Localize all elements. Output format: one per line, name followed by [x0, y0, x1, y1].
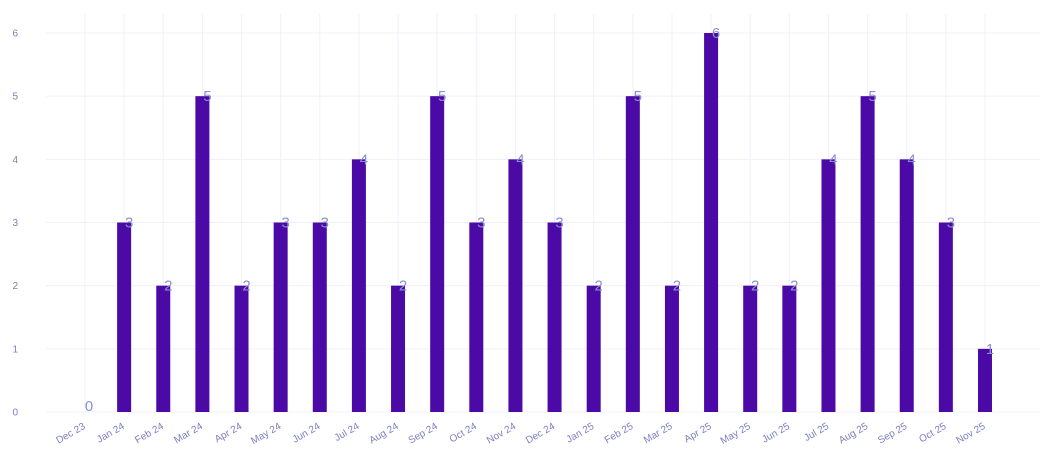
- bar: [664, 285, 679, 412]
- data-label: 4: [516, 151, 524, 168]
- data-label: 5: [203, 88, 211, 105]
- y-tick-label: 1: [12, 344, 18, 355]
- data-labels-layer: 0 3 2 5 2 3 3 4 2 5 3 4 3 2 5 2 6 2 2 4 5 4 3 1: [85, 25, 994, 415]
- bar: [391, 285, 406, 412]
- bar: [586, 285, 601, 412]
- x-tick-label: Jun 25: [760, 421, 792, 446]
- bar: [743, 285, 758, 412]
- x-tick-label: Dec 23: [55, 421, 88, 447]
- x-tick-label: Oct 25: [917, 421, 948, 445]
- x-axis-ticks: Dec 23 Jan 24 Feb 24 Mar 24 Apr 24 May 24 Jun …: [55, 421, 988, 447]
- bar: [273, 222, 288, 412]
- bar: [821, 159, 836, 412]
- data-label: 1: [986, 341, 994, 358]
- data-label: 5: [868, 88, 876, 105]
- bar: [938, 222, 953, 412]
- x-tick-label: Jan 24: [95, 421, 127, 446]
- bar: [860, 96, 875, 413]
- data-label: 2: [399, 278, 407, 295]
- bar: [117, 222, 132, 412]
- bar: [704, 33, 719, 412]
- data-label: 5: [438, 88, 446, 105]
- y-axis-ticks: 0 1 2 3 4 5 6: [12, 29, 18, 419]
- y-tick-label: 3: [12, 218, 18, 229]
- data-label: 3: [555, 215, 563, 232]
- data-label: 2: [595, 278, 603, 295]
- data-label: 6: [712, 25, 720, 42]
- data-label: 3: [321, 215, 329, 232]
- data-label: 4: [360, 151, 368, 168]
- x-tick-label: May 24: [249, 421, 283, 447]
- bar: [430, 96, 445, 413]
- x-tick-label: Nov 25: [955, 421, 988, 447]
- x-tick-label: Oct 24: [448, 421, 479, 445]
- data-label: 4: [829, 151, 837, 168]
- bar: [625, 96, 640, 413]
- bar: [782, 285, 797, 412]
- data-label: 2: [790, 278, 798, 295]
- x-tick-label: Jul 25: [802, 421, 831, 444]
- x-tick-label: Jan 25: [565, 421, 597, 446]
- bar: [156, 285, 171, 412]
- x-tick-label: Aug 25: [837, 421, 870, 447]
- y-tick-label: 0: [12, 408, 18, 419]
- data-label: 5: [634, 88, 642, 105]
- grid-layer: [46, 14, 1040, 413]
- x-tick-label: Apr 24: [213, 421, 244, 445]
- y-tick-label: 4: [12, 155, 18, 166]
- data-label: 3: [477, 215, 485, 232]
- data-label: 3: [947, 215, 955, 232]
- x-tick-label: Jun 24: [291, 421, 323, 446]
- bar: [312, 222, 327, 412]
- bars-layer: [117, 33, 992, 413]
- x-tick-label: Feb 25: [603, 421, 636, 446]
- data-label: 2: [751, 278, 759, 295]
- bar: [195, 96, 210, 413]
- bar: [508, 159, 523, 412]
- bar: [351, 159, 366, 412]
- data-label: 2: [673, 278, 681, 295]
- x-tick-label: Mar 24: [172, 421, 205, 446]
- x-tick-label: Dec 24: [524, 421, 557, 447]
- y-tick-label: 6: [12, 29, 18, 40]
- bar: [977, 348, 992, 412]
- x-tick-label: Sep 24: [407, 421, 440, 447]
- x-tick-label: May 25: [719, 421, 753, 447]
- y-tick-label: 2: [12, 281, 18, 292]
- data-label: 3: [125, 215, 133, 232]
- bar: [547, 222, 562, 412]
- x-tick-label: Apr 25: [683, 421, 714, 445]
- data-label: 0: [85, 398, 93, 415]
- data-label: 3: [281, 215, 289, 232]
- x-tick-label: Aug 24: [368, 421, 401, 447]
- data-label: 2: [164, 278, 172, 295]
- x-tick-label: Nov 24: [485, 421, 518, 447]
- data-label: 2: [242, 278, 250, 295]
- y-tick-label: 5: [12, 92, 18, 103]
- bar: [469, 222, 484, 412]
- data-label: 4: [908, 151, 916, 168]
- bar: [899, 159, 914, 412]
- x-tick-label: Sep 25: [876, 421, 909, 447]
- x-tick-label: Feb 24: [133, 421, 166, 446]
- x-tick-label: Mar 25: [642, 421, 675, 446]
- x-tick-label: Jul 24: [333, 421, 362, 444]
- bar: [234, 285, 249, 412]
